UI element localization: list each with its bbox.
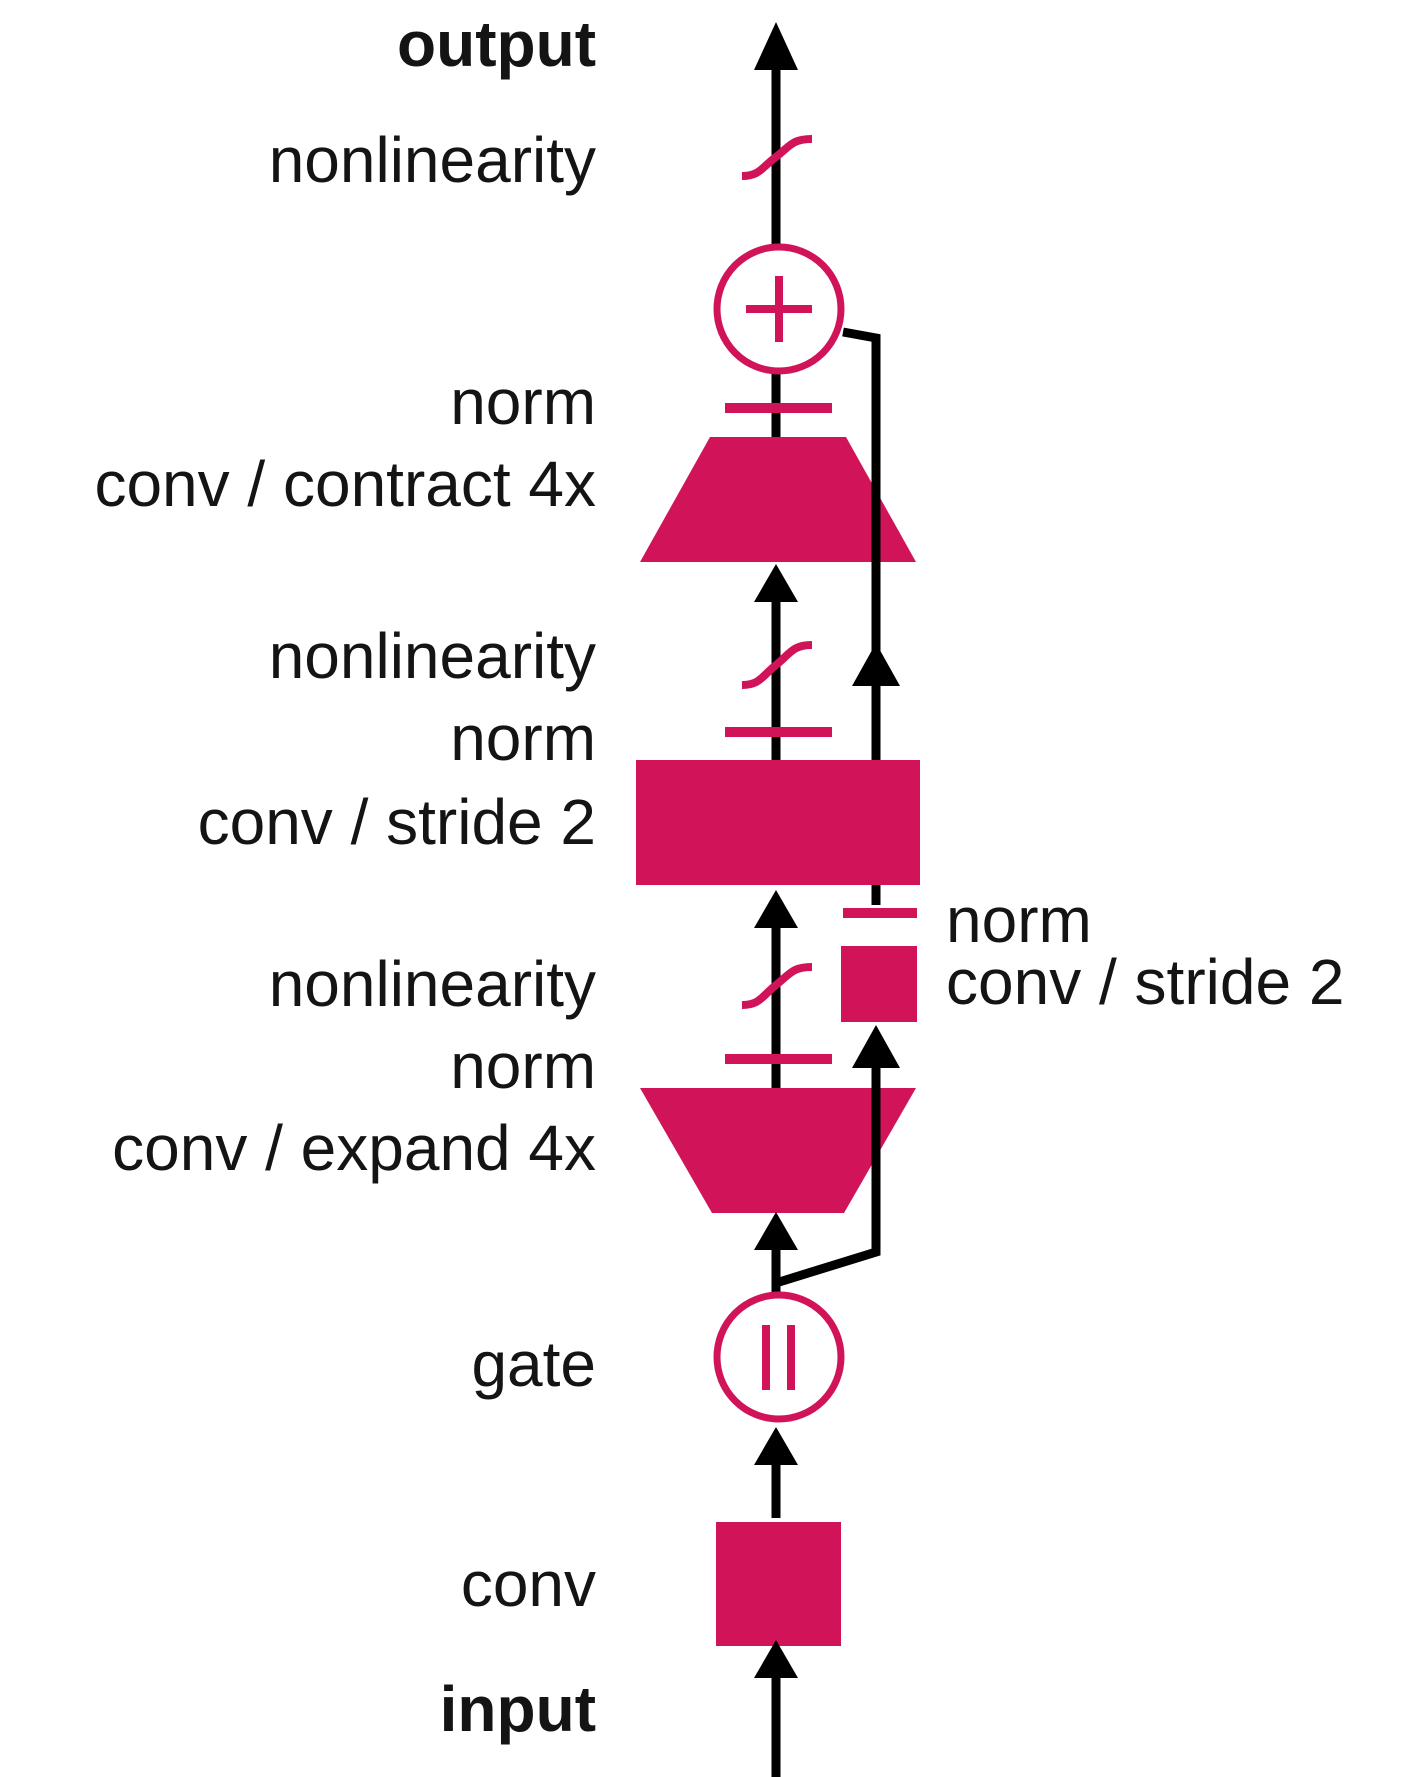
arrowhead-icon [754, 22, 798, 70]
gate-label: gate [471, 1328, 596, 1400]
parallel-bars-in-circle-icon [713, 1291, 845, 1423]
arrowhead-icon [754, 1212, 798, 1250]
gate-bar-left [762, 1325, 770, 1390]
arrowhead-icon [754, 564, 798, 602]
norm-label-mid: norm [450, 702, 596, 774]
arrowhead-icon [852, 643, 900, 686]
nonlinearity-label-low: nonlinearity [268, 948, 596, 1020]
norm-bar-icon [725, 403, 832, 413]
gate-bar-right [787, 1325, 795, 1390]
gate-node [713, 1291, 845, 1423]
nonlinearity-label-top: nonlinearity [268, 124, 596, 196]
skip-norm-label: norm [946, 884, 1092, 956]
skip-conv-block [841, 946, 917, 1022]
norm-label-top: norm [450, 366, 596, 438]
norm-bar-icon [725, 1054, 832, 1064]
input-label: input [439, 1673, 596, 1745]
skip-conv-label: conv / stride 2 [946, 946, 1345, 1018]
blocks [636, 437, 920, 1646]
conv-expand-block [640, 1088, 916, 1213]
conv-label: conv [460, 1548, 596, 1620]
arrowhead-icon [754, 1427, 798, 1465]
add-node [713, 243, 845, 375]
nonlinearity-curves [741, 135, 813, 1009]
output-label: output [397, 8, 596, 80]
conv-contract-label: conv / contract 4x [94, 448, 596, 520]
sigmoid-curve-icon [741, 641, 813, 689]
conv-expand-label: conv / expand 4x [112, 1112, 596, 1184]
arrowheads [754, 22, 900, 1678]
conv-contract-block [640, 437, 916, 562]
sigmoid-curve-icon [741, 963, 813, 1009]
conv-block [716, 1522, 841, 1646]
norm-bars [725, 403, 917, 1064]
arrowhead-icon [754, 1640, 798, 1678]
norm-label-low: norm [450, 1030, 596, 1102]
plus-vertical [775, 276, 783, 342]
arrowhead-icon [852, 1025, 900, 1068]
conv-stride-main-label: conv / stride 2 [197, 786, 596, 858]
nonlinearity-label-mid: nonlinearity [268, 620, 596, 692]
arrowhead-icon [754, 890, 798, 928]
sigmoid-curve-icon [741, 135, 813, 180]
conv-stride-main-block [636, 760, 920, 885]
norm-bar-icon [843, 908, 917, 918]
norm-bar-icon [725, 727, 832, 737]
